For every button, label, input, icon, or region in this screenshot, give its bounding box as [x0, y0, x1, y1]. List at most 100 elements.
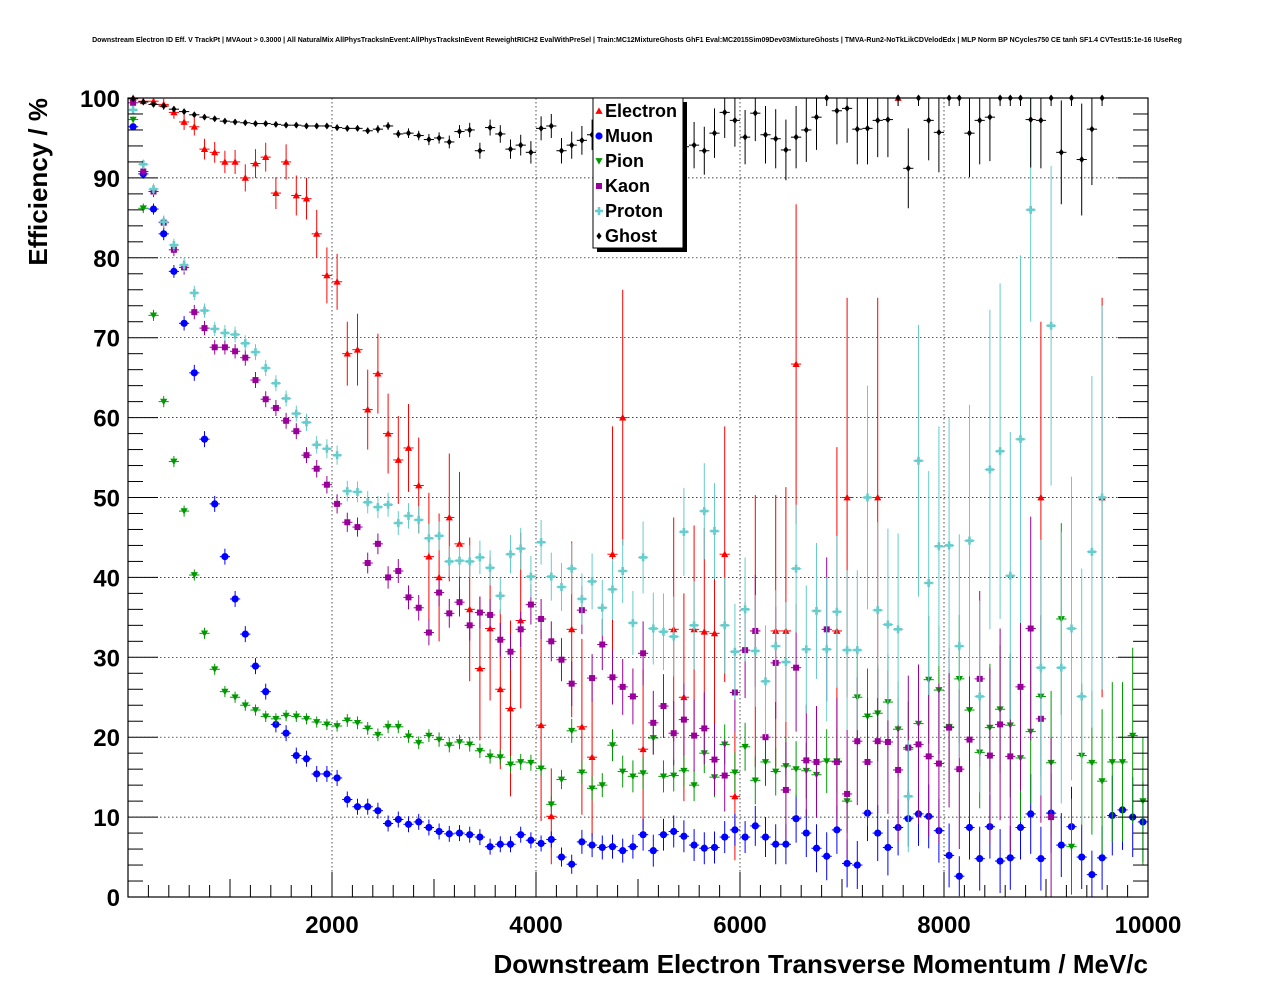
legend-entry-electron: Electron [595, 101, 677, 121]
y-tick-label: 80 [93, 246, 120, 273]
kaon-marker [997, 721, 1004, 728]
muon-marker [435, 827, 443, 836]
ghost-marker [487, 124, 493, 132]
electron-marker [323, 271, 331, 279]
electron-marker [292, 191, 300, 199]
pion-point [1066, 798, 1077, 895]
electron-marker [200, 145, 209, 153]
ghost-marker [477, 147, 483, 155]
electron-point [250, 149, 261, 178]
kaon-marker [844, 790, 851, 797]
ghost-point [821, 94, 832, 106]
pion-point [1107, 682, 1118, 842]
kaon-marker [670, 730, 677, 737]
kaon-marker [680, 716, 687, 723]
pion-point [658, 760, 669, 793]
kaon-marker [660, 703, 667, 710]
proton-marker [404, 511, 413, 520]
electron-point [607, 426, 618, 683]
muon-point [699, 832, 710, 865]
proton-marker [220, 328, 229, 337]
proton-point [342, 480, 353, 502]
kaon-point [933, 683, 944, 844]
pion-marker [476, 747, 484, 755]
electron-marker [282, 158, 290, 165]
electron-point [209, 141, 220, 163]
ghost-point [791, 105, 802, 169]
proton-marker [730, 647, 739, 656]
chart-title: Downstream Electron ID Eff. V TrackPt | … [92, 37, 1182, 44]
pion-marker [170, 458, 178, 466]
muon-marker [506, 840, 515, 848]
ghost-marker [732, 116, 738, 124]
muon-point [566, 854, 577, 874]
ghost-point [515, 134, 526, 156]
proton-marker [271, 379, 280, 388]
kaon-point [321, 475, 332, 494]
proton-marker [883, 620, 892, 629]
ghost-point [454, 125, 465, 138]
kaon-marker [915, 741, 922, 748]
proton-point [729, 603, 740, 700]
muon-marker [190, 369, 198, 377]
ghost-point [882, 98, 893, 158]
kaon-marker [793, 664, 800, 671]
kaon-marker [497, 636, 504, 643]
muon-marker [231, 595, 239, 603]
proton-point [372, 495, 383, 519]
muon-marker [721, 833, 729, 841]
ghost-point [1046, 94, 1057, 106]
proton-point [536, 519, 547, 565]
kaon-marker [691, 732, 698, 739]
proton-point [699, 463, 710, 560]
ghost-point [1035, 98, 1046, 169]
ghost-marker [569, 141, 575, 149]
ghost-point [189, 111, 200, 119]
pion-marker [353, 719, 362, 727]
pion-marker [823, 758, 831, 765]
proton-marker [863, 493, 872, 502]
electron-marker [353, 346, 362, 353]
muon-marker [598, 843, 606, 852]
muon-marker [527, 836, 535, 844]
electron-point [546, 768, 557, 865]
kaon-point [801, 704, 812, 817]
muon-point [556, 847, 567, 867]
kaon-point [362, 552, 373, 574]
ghost-point [546, 113, 557, 138]
proton-point [811, 543, 822, 679]
proton-marker [720, 621, 729, 630]
pion-point [342, 714, 353, 727]
kaon-marker [130, 99, 137, 106]
electron-marker [537, 721, 545, 729]
kaon-marker [487, 611, 494, 618]
kaon-marker [527, 601, 534, 608]
muon-marker [1037, 855, 1045, 863]
kaon-marker [456, 599, 463, 606]
legend-entry-muon: Muon [595, 126, 653, 146]
proton-marker [363, 498, 372, 507]
ghost-point [464, 122, 475, 138]
kaon-point [332, 494, 343, 514]
pion-point [372, 728, 383, 742]
muon-marker [588, 841, 596, 849]
kaon-point [270, 400, 281, 417]
ghost-marker [263, 120, 269, 128]
proton-point [1097, 305, 1108, 690]
proton-marker [985, 465, 994, 474]
kaon-marker [1017, 683, 1024, 690]
kaon-marker [221, 344, 228, 351]
ghost-point [729, 98, 740, 147]
ghost-point [128, 95, 139, 103]
muon-marker [323, 770, 331, 778]
ghost-marker [222, 117, 228, 125]
pion-marker [139, 205, 147, 212]
pion-point [332, 720, 343, 732]
muon-marker [761, 833, 770, 841]
muon-marker [639, 831, 647, 839]
proton-marker [1026, 205, 1035, 214]
proton-point [393, 511, 404, 536]
kaon-point [311, 459, 322, 478]
electron-marker [721, 550, 729, 558]
